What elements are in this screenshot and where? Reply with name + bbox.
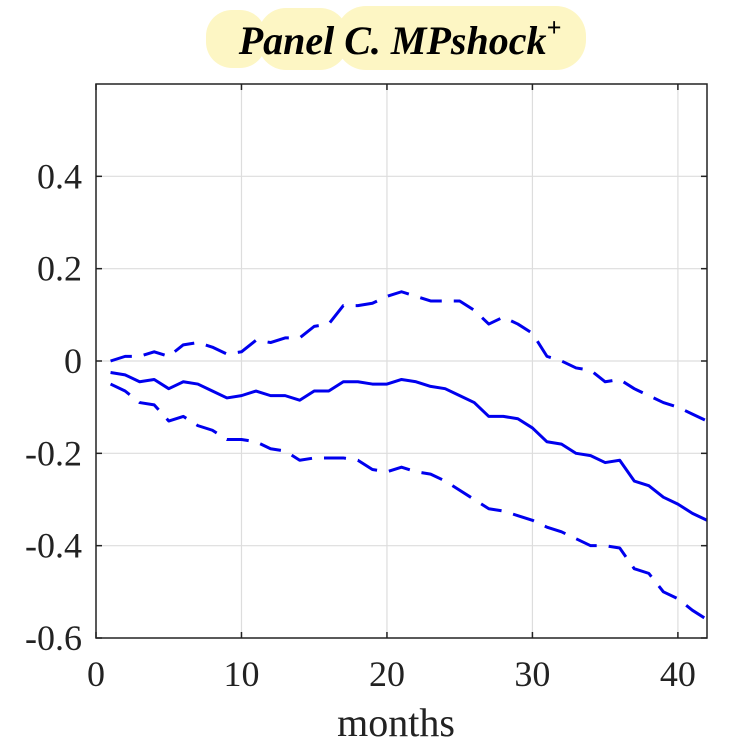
x-tick-label: 20 bbox=[369, 654, 405, 694]
y-tick-label: 0.4 bbox=[37, 156, 82, 196]
y-tick-label: -0.2 bbox=[25, 433, 82, 473]
x-axis-label: months bbox=[337, 700, 455, 745]
y-tick-label: -0.4 bbox=[25, 526, 82, 566]
y-tick-label: 0.2 bbox=[37, 249, 82, 289]
y-tick-label: 0 bbox=[64, 341, 82, 381]
title-highlight bbox=[206, 6, 586, 70]
x-tick-label: 40 bbox=[660, 654, 696, 694]
x-tick-label: 30 bbox=[514, 654, 550, 694]
series-layer bbox=[109, 290, 708, 621]
x-tick-label: 10 bbox=[223, 654, 259, 694]
chart-title-superscript: + bbox=[546, 13, 561, 42]
y-tick-label: -0.6 bbox=[25, 618, 82, 658]
chart-title: Panel C. MPshock+ bbox=[238, 13, 562, 63]
chart-title-text: Panel C. MPshock bbox=[238, 18, 547, 63]
grid bbox=[96, 84, 707, 638]
solid-line-1 bbox=[110, 371, 708, 522]
dashed-band-line-2 bbox=[109, 382, 708, 621]
ticks bbox=[95, 84, 707, 639]
tick-labels: 0 10 20 30 40 -0.6 -0.4 -0.2 0 0.2 0.4 bbox=[25, 156, 696, 694]
dashed-band-line-0 bbox=[110, 290, 708, 423]
x-tick-label: 0 bbox=[87, 654, 105, 694]
